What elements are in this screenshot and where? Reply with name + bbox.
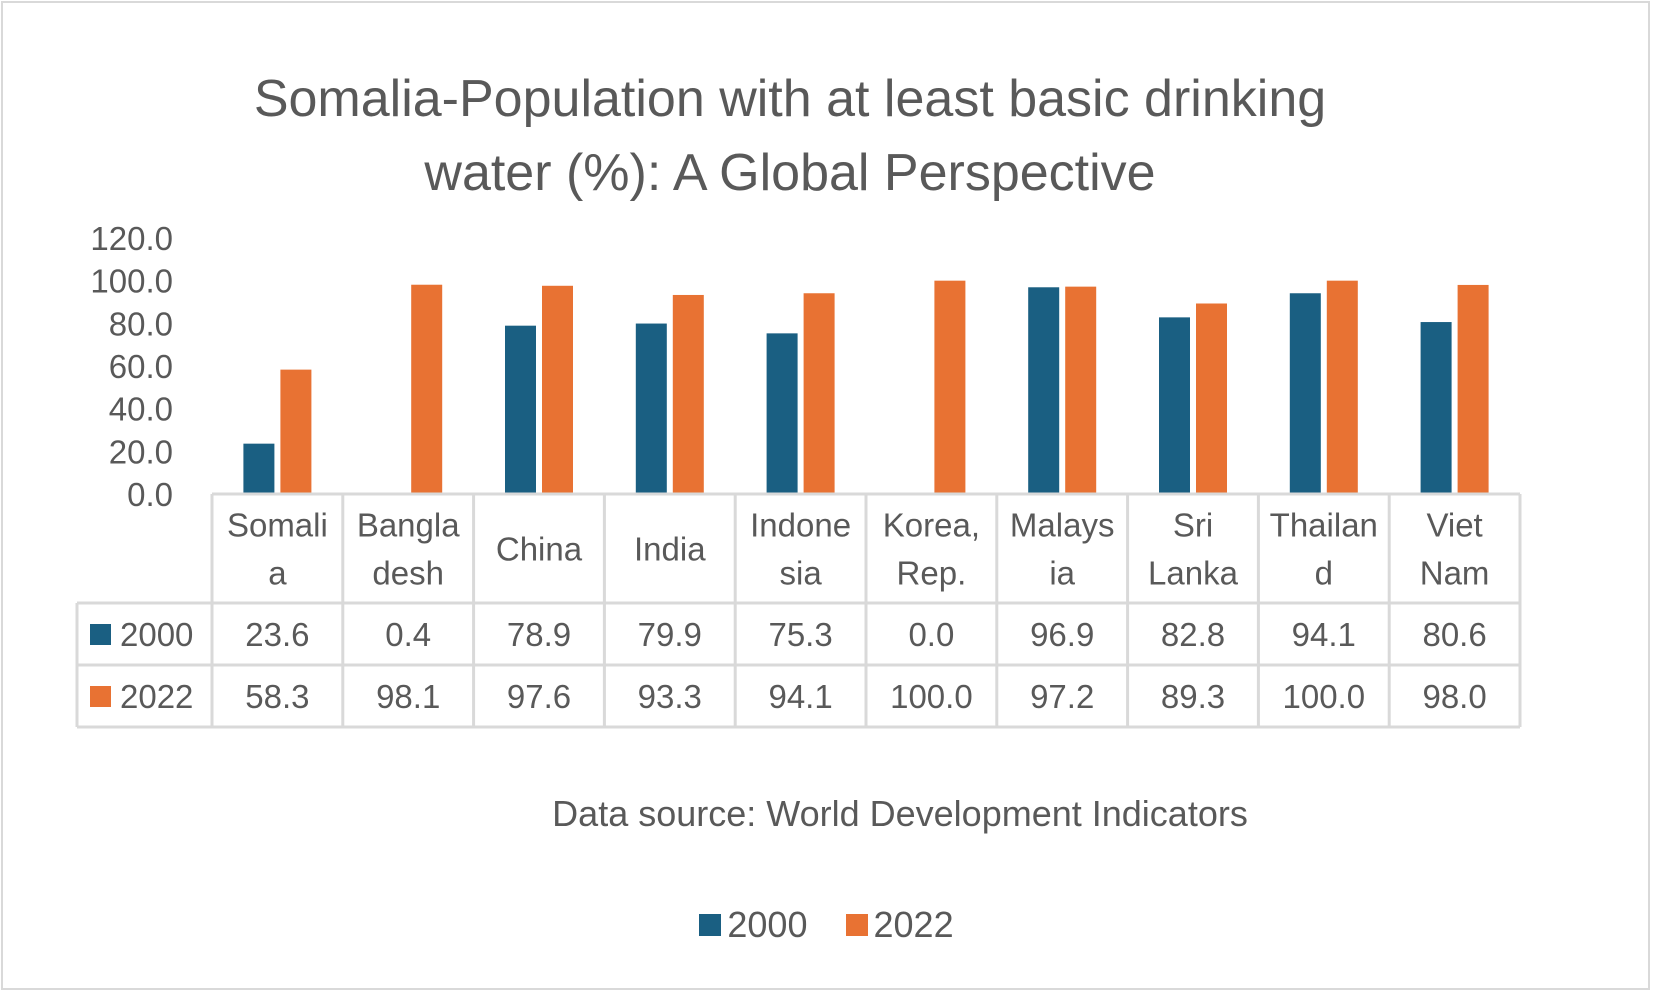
table-value: 75.3	[768, 616, 832, 653]
table-value: 98.0	[1422, 678, 1486, 715]
bar-2022-indonesia	[803, 293, 835, 494]
data-source-note: Data source: World Development Indicator…	[552, 793, 1248, 834]
chart-title-line-2: water (%): A Global Perspective	[424, 144, 1156, 202]
bar-2000-china	[505, 325, 536, 494]
table-value: 100.0	[890, 678, 973, 715]
bar-2022-china	[542, 285, 573, 494]
bar-2022-viet-nam	[1457, 284, 1489, 494]
y-tick-label: 20.0	[109, 433, 173, 470]
y-tick-label: 80.0	[109, 305, 173, 342]
category-label-line-1: Malays	[1010, 507, 1115, 544]
category-label-line-2: a	[268, 555, 287, 592]
bar-2000-india	[635, 323, 667, 494]
y-tick-label: 40.0	[109, 391, 173, 428]
y-tick-label: 60.0	[109, 348, 173, 385]
table-series-label-2022: 2022	[120, 678, 193, 715]
category-label: India	[634, 531, 706, 568]
bar-2000-malaysia	[1028, 287, 1060, 494]
category-label-line-1: Sri	[1173, 507, 1213, 544]
bar-2000-somalia	[243, 443, 275, 494]
table-value: 94.1	[768, 678, 832, 715]
bar-2000-sri-lanka	[1159, 317, 1190, 494]
y-tick-label: 120.0	[90, 220, 173, 257]
bar-2022-bangladesh	[411, 284, 443, 494]
category-label-line-1: Viet	[1426, 507, 1482, 544]
table-value: 0.0	[908, 616, 954, 653]
bar-2022-malaysia	[1065, 286, 1097, 494]
table-series-label-2000: 2000	[120, 616, 193, 653]
category-label-line-2: sia	[780, 555, 823, 592]
bar-2000-viet-nam	[1420, 322, 1452, 494]
table-value: 89.3	[1161, 678, 1225, 715]
bar-2022-somalia	[280, 369, 312, 494]
table-value: 23.6	[245, 616, 309, 653]
legend-label-2022: 2022	[873, 904, 954, 945]
category-label-line-2: ia	[1049, 555, 1075, 592]
table-value: 98.1	[376, 678, 440, 715]
category-label-line-1: Korea,	[883, 507, 980, 544]
table-value: 80.6	[1422, 616, 1486, 653]
legend-swatch-2022	[845, 914, 868, 936]
category-label-line-2: Rep.	[897, 555, 967, 592]
chart-title-line-1: Somalia-Population with at least basic d…	[253, 70, 1327, 128]
chart-title: Somalia-Population with at least basic d…	[0, 62, 1580, 210]
table-value: 0.4	[385, 616, 431, 653]
category-label-line-1: Bangla	[357, 507, 460, 544]
bar-2022-india	[672, 294, 704, 494]
legend: 2000 2022	[0, 903, 1653, 946]
category-label-line-1: Indone	[750, 507, 851, 544]
category-label-line-2: Nam	[1420, 555, 1490, 592]
legend-item-2000[interactable]: 2000	[699, 904, 807, 946]
legend-label-2000: 2000	[727, 904, 808, 945]
table-legend-key-2000	[90, 624, 111, 645]
category-label-line-2: Lanka	[1148, 555, 1239, 592]
category-label: China	[496, 531, 583, 568]
category-label-line-2: desh	[372, 555, 444, 592]
legend-item-2022[interactable]: 2022	[845, 904, 954, 946]
table-value: 93.3	[638, 678, 702, 715]
table-value: 100.0	[1283, 678, 1366, 715]
legend-swatch-2000	[699, 914, 722, 936]
table-value: 97.6	[507, 678, 571, 715]
table-legend-key-2022	[90, 686, 111, 707]
bar-2000-thailand	[1289, 293, 1321, 494]
y-tick-label: 100.0	[90, 263, 173, 300]
table-value: 58.3	[245, 678, 309, 715]
table-value: 96.9	[1030, 616, 1094, 653]
table-value: 79.9	[638, 616, 702, 653]
y-tick-label: 0.0	[127, 476, 173, 513]
bar-2000-indonesia	[766, 333, 798, 494]
table-value: 94.1	[1292, 616, 1356, 653]
table-value: 78.9	[507, 616, 571, 653]
bar-2022-thailand	[1326, 280, 1358, 494]
bar-2022-sri-lanka	[1196, 303, 1227, 494]
category-label-line-1: Somali	[227, 507, 328, 544]
table-value: 97.2	[1030, 678, 1094, 715]
category-label-line-2: d	[1315, 555, 1333, 592]
bar-2022-korea-rep-	[934, 280, 966, 494]
table-value: 82.8	[1161, 616, 1225, 653]
category-label-line-1: Thailan	[1270, 507, 1378, 544]
